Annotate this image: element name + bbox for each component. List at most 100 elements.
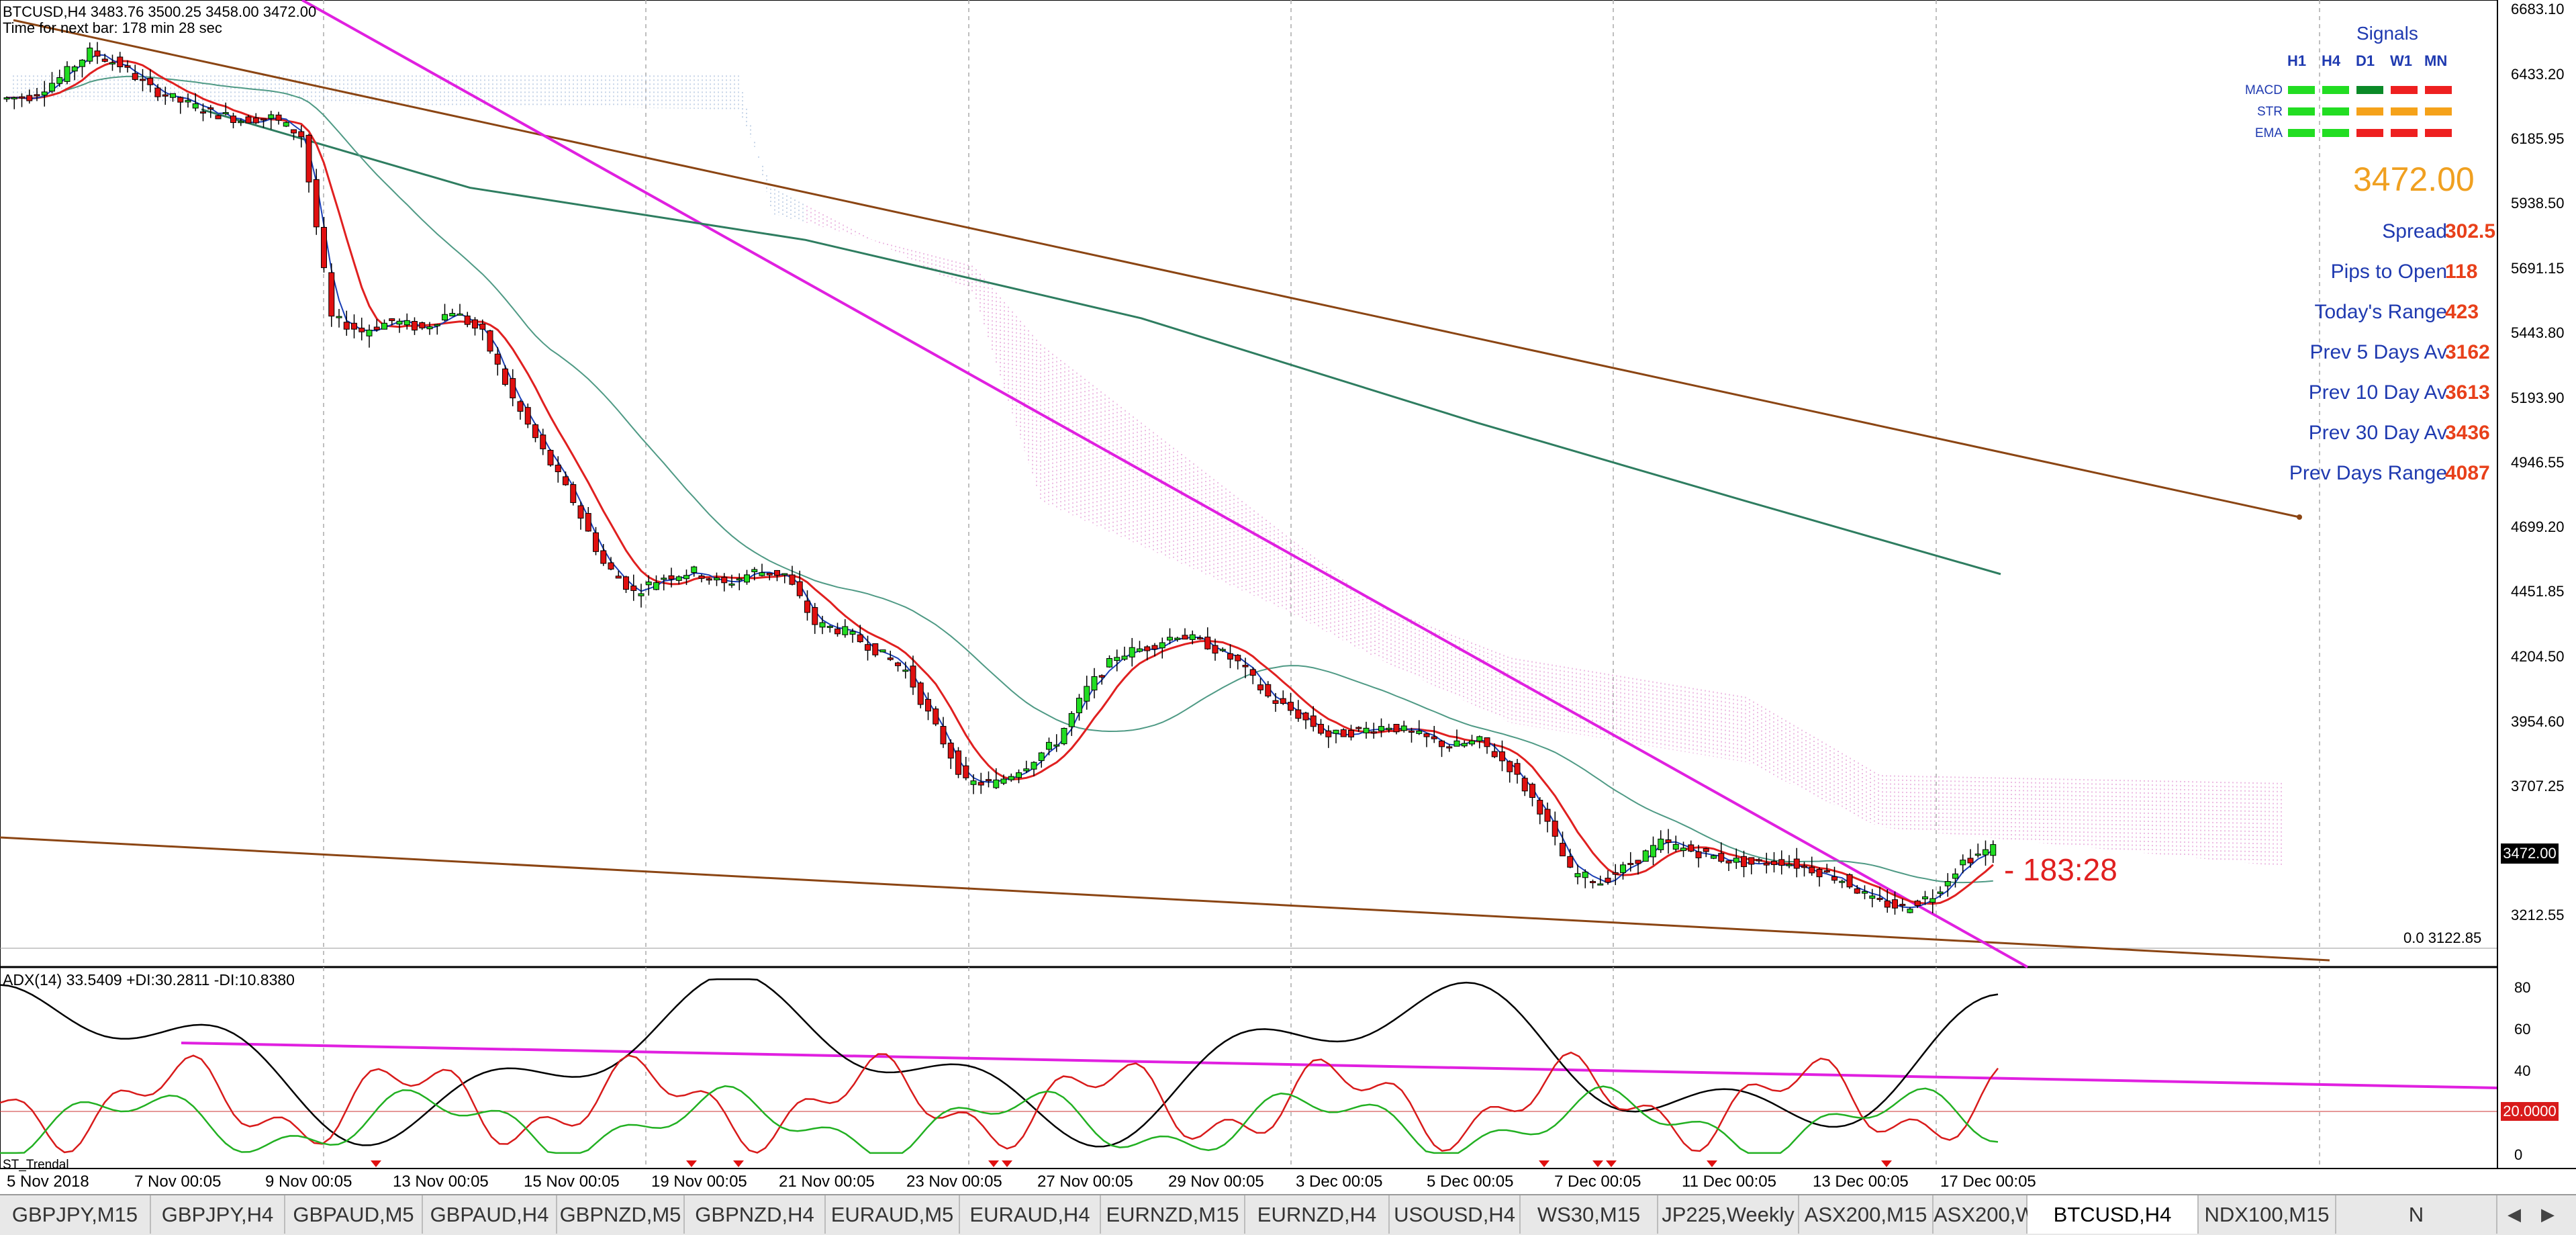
chart-tab[interactable]: JP225,Weekly: [1658, 1195, 1799, 1234]
candle: [101, 54, 108, 62]
candle: [1008, 773, 1014, 782]
chart-tab[interactable]: GBPNZD,M5: [557, 1195, 685, 1234]
signal-cell: [2391, 107, 2418, 116]
candle: [555, 456, 561, 483]
candle: [283, 121, 289, 128]
candle: [1718, 842, 1725, 864]
candle: [947, 739, 954, 770]
chart-tab[interactable]: ASX200,Weekly: [1934, 1195, 2083, 1234]
candle: [1695, 845, 1702, 868]
candle: [1582, 869, 1588, 888]
candle: [1944, 873, 1951, 897]
price-axis-label: 3212.55: [2511, 907, 2565, 924]
candle: [917, 681, 924, 708]
price-axis-label: 5443.80: [2511, 324, 2565, 341]
chart-tab[interactable]: NDX100,M15: [2199, 1195, 2336, 1234]
candle: [744, 569, 750, 585]
candle: [230, 112, 236, 129]
candle: [1249, 667, 1256, 684]
chart-tab[interactable]: GBPAUD,M5: [285, 1195, 423, 1234]
candle: [442, 304, 448, 322]
candle: [464, 312, 471, 328]
candle: [691, 565, 698, 577]
candle: [728, 574, 735, 588]
signal-row-str: STR: [2257, 105, 2283, 119]
candle: [1393, 723, 1400, 735]
signal-cell: [2425, 86, 2452, 94]
candle: [940, 717, 947, 748]
candle: [925, 692, 931, 721]
candle: [1016, 769, 1022, 784]
signal-cell: [2391, 86, 2418, 94]
price-chart[interactable]: [0, 0, 2576, 1194]
chart-tab[interactable]: EURAUD,M5: [826, 1195, 960, 1234]
candle: [147, 69, 154, 93]
candle: [1703, 848, 1709, 858]
candle: [1929, 889, 1936, 913]
candle: [403, 313, 410, 330]
candle: [321, 217, 327, 273]
candle: [1386, 723, 1392, 733]
candle: [1189, 630, 1196, 645]
candle: [1265, 681, 1272, 698]
chart-tab[interactable]: N: [2336, 1195, 2497, 1234]
minus-di-line: [0, 1051, 1999, 1154]
candle: [1793, 848, 1800, 878]
chart-tab[interactable]: WS30,M15: [1521, 1195, 1658, 1234]
candle: [71, 64, 78, 81]
candle: [1960, 854, 1966, 874]
time-axis-label: 7 Nov 00:05: [134, 1173, 222, 1191]
signal-cell: [2391, 129, 2418, 137]
candle: [540, 428, 546, 455]
candle: [638, 584, 645, 608]
chart-tab[interactable]: EURNZD,H4: [1245, 1195, 1390, 1234]
tab-scroll-left-icon[interactable]: ◀: [2501, 1195, 2528, 1234]
tab-scroll-right-icon[interactable]: ▶: [2534, 1195, 2561, 1234]
candle: [819, 616, 826, 635]
candle: [502, 365, 508, 387]
candle: [1333, 729, 1339, 743]
candle: [547, 449, 554, 467]
price-axis-label: 6185.95: [2511, 130, 2565, 148]
candle: [1990, 840, 1997, 863]
candle: [26, 89, 33, 104]
candle: [1084, 676, 1090, 710]
candle: [1023, 760, 1030, 774]
chart-tab[interactable]: ASX200,M15: [1799, 1195, 1934, 1234]
chart-tab[interactable]: EURAUD,H4: [960, 1195, 1101, 1234]
chart-tab[interactable]: GBPJPY,M15: [0, 1195, 151, 1234]
chart-tab[interactable]: EURNZD,M15: [1101, 1195, 1245, 1234]
chart-tab[interactable]: USOUSD,H4: [1390, 1195, 1521, 1234]
candle: [154, 84, 161, 101]
chart-tab[interactable]: GBPNZD,H4: [685, 1195, 826, 1234]
price-axis-label: 4946.55: [2511, 454, 2565, 471]
candle: [1272, 692, 1279, 712]
candle: [570, 482, 577, 506]
candle: [19, 93, 25, 107]
candle: [1031, 761, 1037, 776]
candle: [955, 747, 961, 778]
adx-axis-label: 80: [2514, 978, 2531, 996]
down-arrow-marker: [1707, 1160, 1717, 1167]
candle: [563, 471, 569, 486]
chart-tab[interactable]: GBPAUD,H4: [423, 1195, 557, 1234]
candle: [1129, 638, 1135, 667]
candle: [751, 567, 758, 581]
candle: [177, 96, 184, 114]
down-arrow-marker: [1881, 1160, 1892, 1167]
candle: [872, 643, 879, 657]
candle: [3, 96, 10, 102]
candle: [879, 649, 886, 653]
candle: [865, 635, 871, 661]
stat-label: Pips to Open: [2330, 261, 2447, 283]
candle: [49, 72, 55, 94]
chart-tab[interactable]: BTCUSD,H4: [2028, 1195, 2199, 1234]
stat-value: 3436: [2445, 422, 2490, 444]
candle: [1318, 719, 1324, 735]
signal-cell: [2288, 107, 2315, 116]
price-axis-label: 4451.85: [2511, 583, 2565, 600]
candle: [1892, 891, 1898, 915]
chart-tab[interactable]: GBPJPY,H4: [151, 1195, 285, 1234]
stat-label: Prev Days Range: [2289, 462, 2447, 484]
candle: [487, 330, 493, 354]
